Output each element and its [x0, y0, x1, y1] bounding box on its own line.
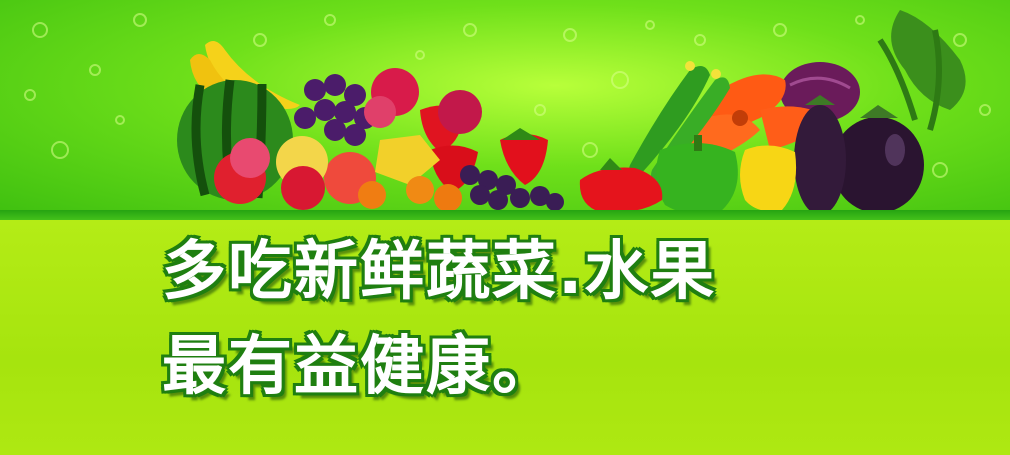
eggplant-icon	[794, 95, 924, 215]
grapes-icon	[294, 74, 376, 146]
starfruit-icon	[375, 135, 440, 185]
slogan-line-1: 多吃新鲜蔬菜.水果	[162, 235, 717, 309]
green-pepper-icon	[656, 135, 738, 215]
orange-icon	[358, 176, 462, 212]
banana-icon	[190, 41, 300, 113]
red-cabbage-icon	[780, 62, 860, 122]
tomato-icon	[579, 158, 663, 213]
slogan-line-2: 最有益健康。	[162, 330, 558, 404]
apple-icon	[364, 68, 482, 134]
grapes-icon	[460, 165, 564, 211]
yellow-pepper-icon	[740, 145, 797, 212]
peach-icon	[214, 136, 376, 210]
slogan-background	[0, 220, 1010, 455]
water-droplets	[24, 13, 991, 178]
band-divider	[0, 210, 1010, 220]
celery-icon	[877, 10, 966, 131]
produce-illustration	[177, 10, 966, 215]
